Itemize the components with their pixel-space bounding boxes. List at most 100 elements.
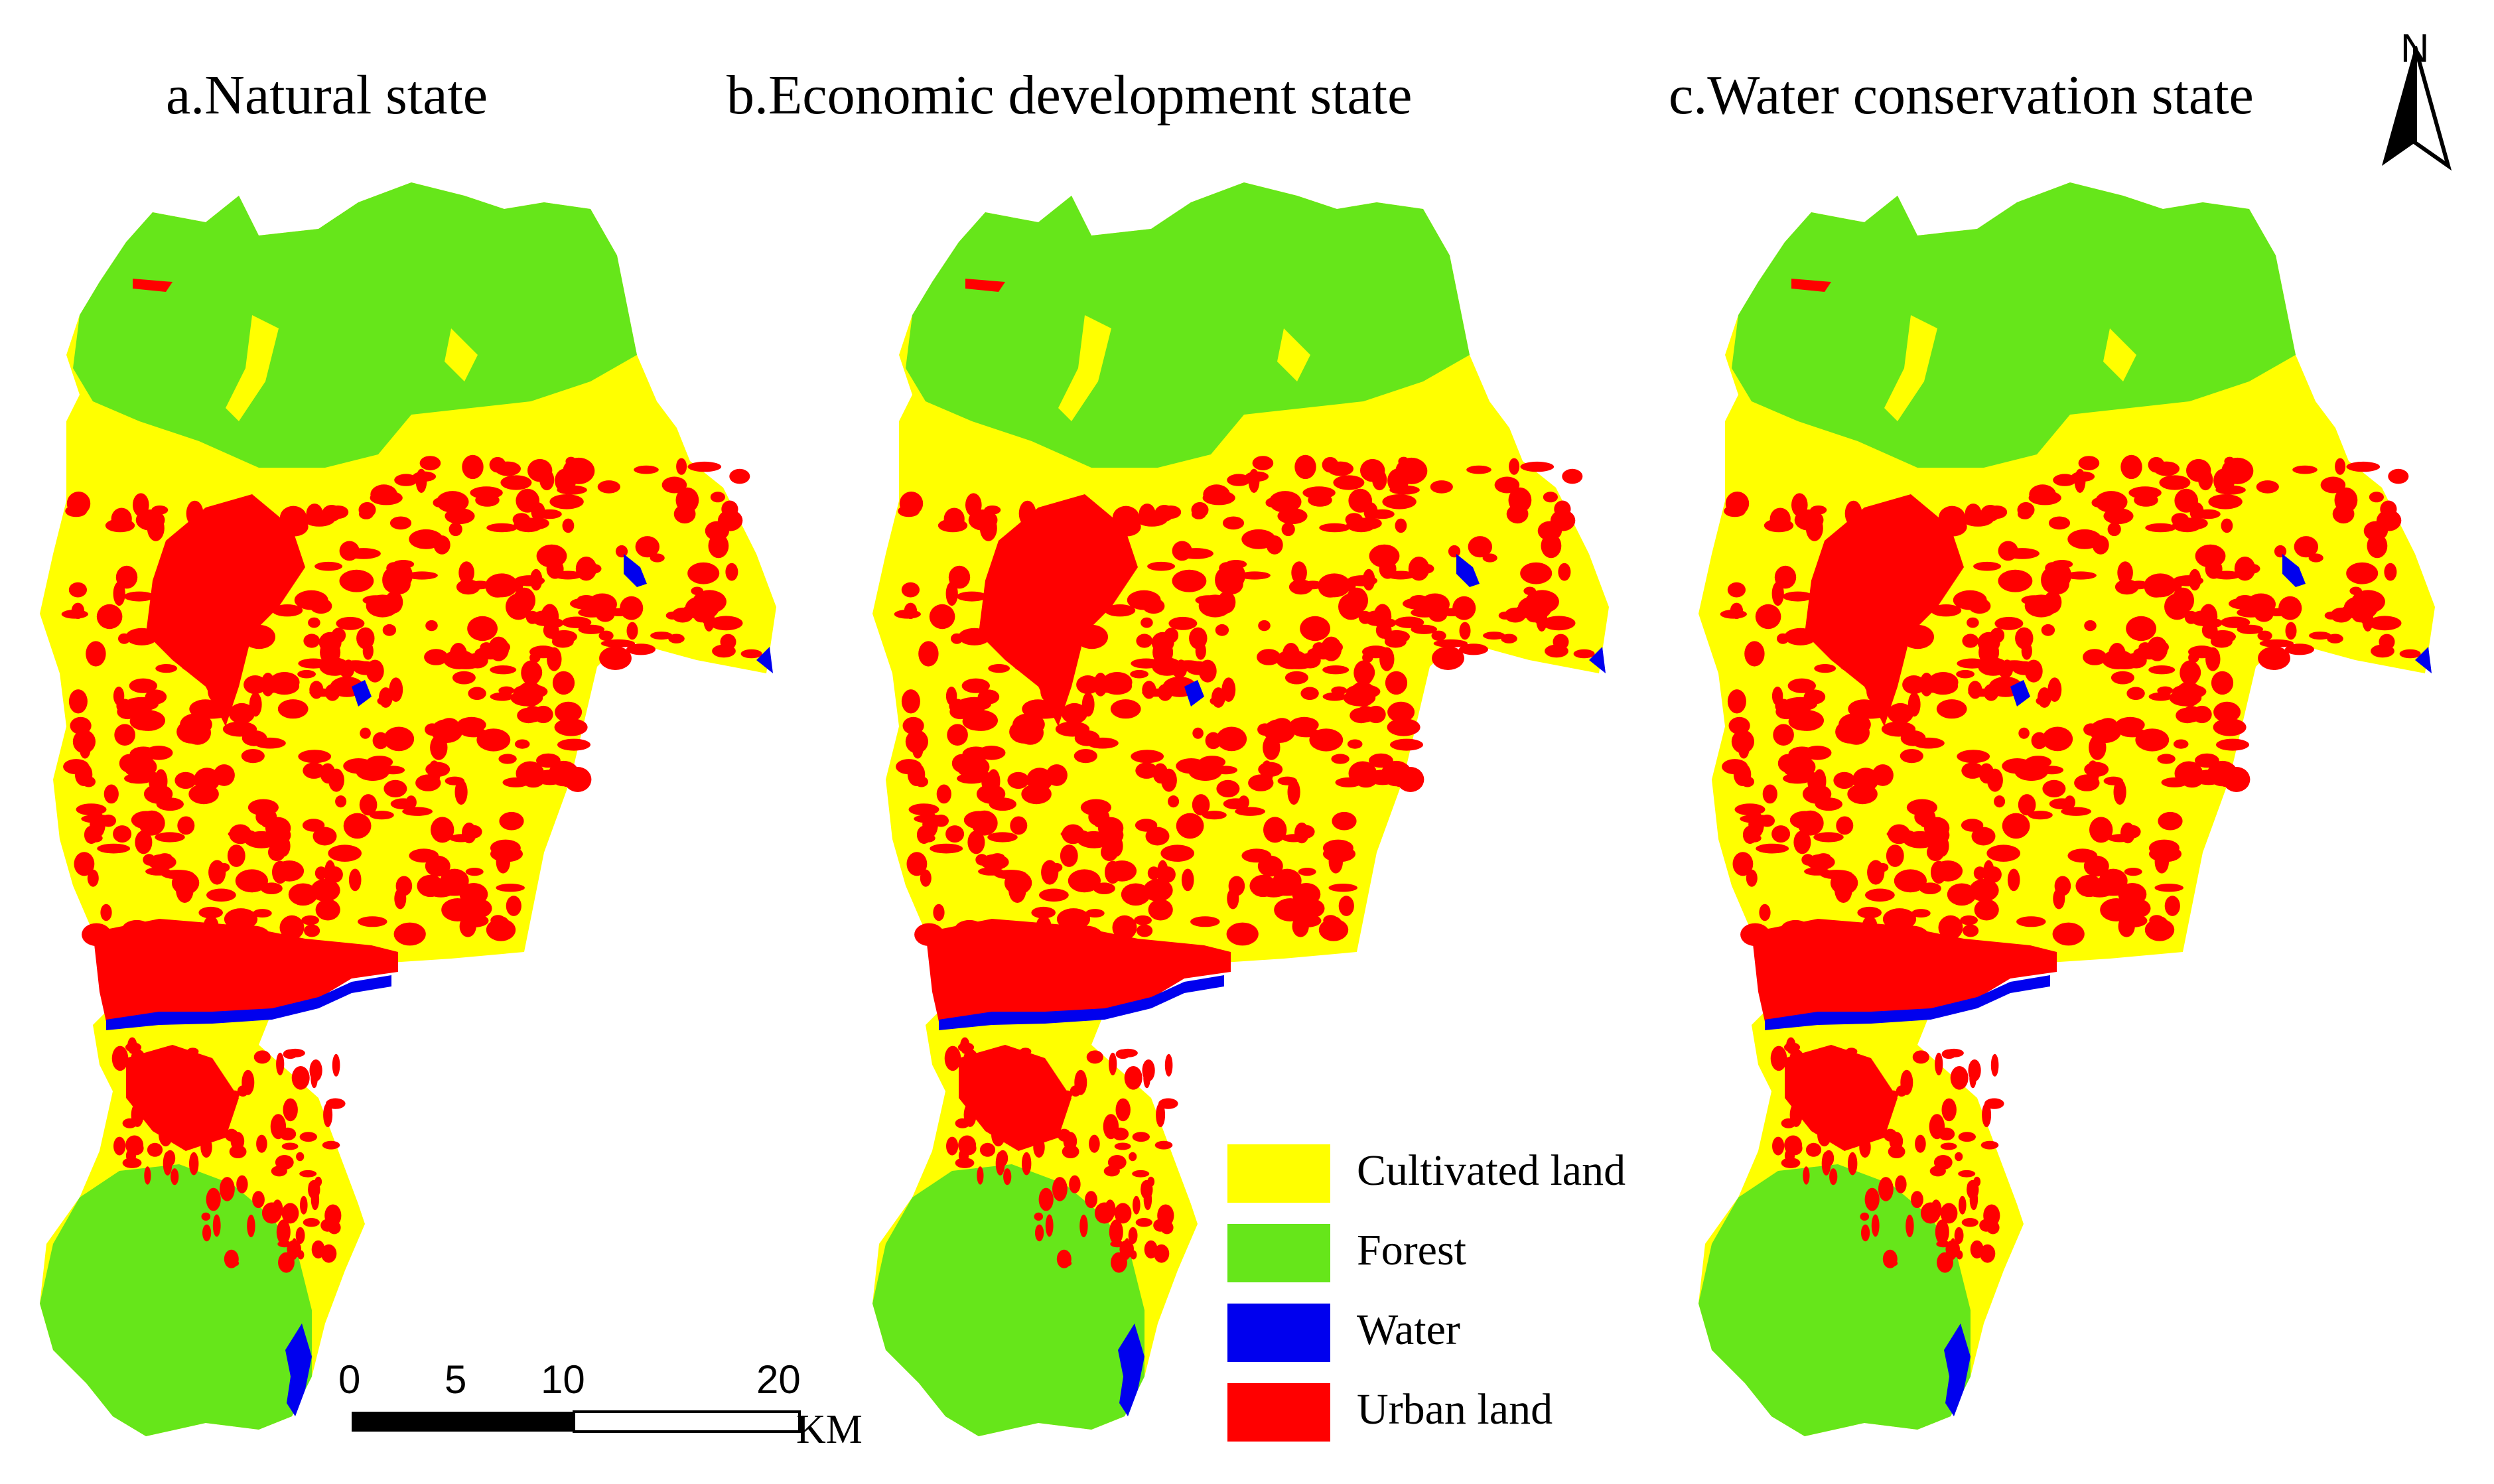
- urban-patch: [419, 456, 441, 470]
- urban-patch: [502, 777, 529, 787]
- urban-patch: [298, 658, 329, 669]
- urban-patch: [218, 863, 230, 872]
- urban-patch: [1852, 768, 1879, 792]
- urban-patch: [87, 869, 99, 887]
- urban-patch: [490, 665, 517, 675]
- scale-tick-label: 5: [445, 1357, 467, 1402]
- urban-patch: [2346, 562, 2379, 584]
- urban-patch: [243, 675, 267, 695]
- urban-patch: [1861, 1224, 1870, 1242]
- urban-patch: [1160, 768, 1177, 792]
- river-south: [1944, 1323, 1971, 1416]
- urban-patch: [1878, 1177, 1894, 1201]
- urban-patch: [1061, 703, 1087, 724]
- urban-patch: [1139, 504, 1156, 525]
- urban-patch: [1216, 726, 1247, 752]
- urban-patch: [1787, 678, 1816, 693]
- urban-patch: [1147, 561, 1176, 571]
- urban-patch: [963, 811, 994, 829]
- river-south: [1118, 1323, 1144, 1416]
- urban-patch: [1097, 817, 1124, 839]
- urban-patch: [2031, 732, 2047, 750]
- urban-patch: [1372, 469, 1387, 491]
- urban-patch: [131, 811, 161, 829]
- urban-patch: [2084, 620, 2097, 632]
- scale-bar: 0 5 10 20 KM: [332, 1357, 902, 1456]
- urban-patch: [1974, 899, 1999, 921]
- urban-patch: [2048, 516, 2071, 530]
- urban-patch: [2042, 779, 2066, 797]
- urban-patch: [1039, 888, 1069, 902]
- urban-patch: [1333, 475, 1365, 490]
- urban-patch: [80, 740, 91, 759]
- urban-patch: [265, 817, 291, 839]
- urban-patch: [1114, 1203, 1132, 1224]
- urban-patch: [552, 671, 575, 695]
- urban-patch: [327, 866, 343, 883]
- urban-patch: [2018, 727, 2030, 739]
- urban-patch: [428, 760, 441, 785]
- urban-patch: [967, 830, 985, 854]
- urban-patch: [1384, 636, 1407, 648]
- urban-patch: [1176, 813, 1204, 839]
- urban-patch: [1363, 502, 1378, 521]
- urban-patch: [1258, 620, 1271, 632]
- water-body: [2010, 680, 2030, 707]
- urban-patch: [1727, 689, 1746, 714]
- urban-patch: [1300, 616, 1330, 641]
- urban-patch: [2015, 627, 2034, 649]
- urban-patch: [2259, 639, 2294, 648]
- urban-patch: [1459, 643, 1488, 655]
- urban-patch: [531, 502, 545, 521]
- urban-patch: [1545, 644, 1568, 658]
- urban-patch: [1316, 646, 1328, 657]
- urban-patch: [2117, 561, 2133, 584]
- urban-patch: [1889, 1132, 1904, 1151]
- urban-patch: [263, 684, 287, 693]
- urban-patch: [339, 661, 354, 679]
- urban-patch: [1347, 575, 1378, 586]
- urban-patch: [1132, 1170, 1150, 1178]
- map-title-natural: a.Natural state: [166, 64, 488, 126]
- urban-patch: [1957, 750, 1990, 764]
- urban-patch: [445, 507, 475, 524]
- urban-patch: [1153, 1244, 1170, 1263]
- urban-patch: [111, 507, 132, 530]
- urban-patch: [1959, 1195, 1967, 1215]
- urban-patch: [1274, 898, 1306, 921]
- urban-patch: [1994, 795, 2006, 808]
- urban-patch: [1191, 502, 1209, 518]
- urban-patch: [1227, 474, 1251, 486]
- urban-patch: [557, 738, 590, 751]
- urban-patch: [965, 279, 1005, 292]
- urban-patch: [299, 1132, 317, 1142]
- urban-patch: [944, 1046, 961, 1071]
- urban-patch: [1954, 1227, 1964, 1245]
- urban-patch: [1738, 740, 1750, 759]
- legend-label: Forest: [1357, 1226, 1466, 1274]
- urban-patch: [339, 569, 374, 592]
- urban-patch: [2294, 536, 2318, 558]
- urban-patch: [2124, 653, 2136, 667]
- urban-patch: [1730, 602, 1744, 619]
- urban-patch: [2042, 726, 2073, 752]
- urban-patch: [1448, 545, 1461, 558]
- urban-patch: [1810, 506, 1827, 515]
- urban-patch: [1130, 669, 1148, 679]
- urban-patch: [123, 591, 155, 602]
- urban-patch: [665, 611, 679, 620]
- urban-patch: [113, 1136, 126, 1156]
- legend-label: Water: [1357, 1306, 1460, 1354]
- urban-patch: [111, 1046, 129, 1071]
- urban-patch: [441, 898, 474, 921]
- urban-patch: [2221, 518, 2233, 533]
- urban-center: [979, 494, 1138, 726]
- urban-patch: [1411, 624, 1438, 634]
- urban-patch: [1298, 868, 1316, 876]
- urban-patch: [1195, 595, 1222, 606]
- urban-patch: [1799, 712, 1815, 729]
- urban-patch: [2285, 643, 2314, 655]
- urban-patch: [440, 718, 458, 730]
- urban-patch: [468, 687, 486, 701]
- urban-patch: [100, 904, 112, 921]
